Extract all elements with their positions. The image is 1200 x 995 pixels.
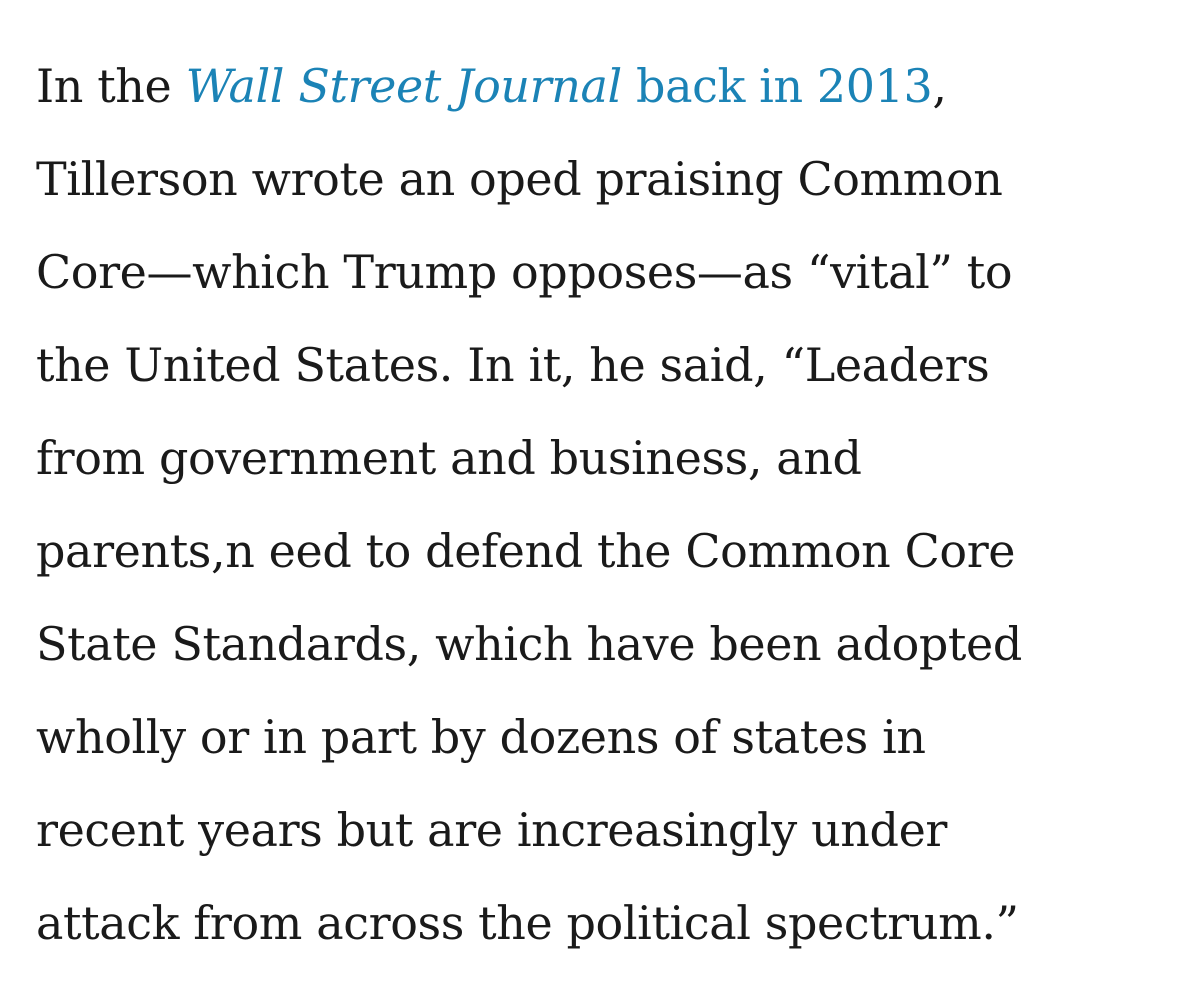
paragraph-line-10: attack from across the political spectru… (36, 896, 1019, 950)
paragraph-line-2: Tillerson wrote an oped praising Common (36, 152, 1003, 206)
comma-text: , (932, 59, 947, 113)
paragraph-line-5: from government and business, and (36, 431, 862, 485)
paragraph-line-6: parents,n eed to defend the Common Core (36, 524, 1016, 578)
paragraph-line-9: recent years but are increasingly under (36, 803, 947, 857)
link-date-text: back in 2013 (621, 59, 933, 113)
paragraph-line-3: Core—which Trump opposes—as “vital” to (36, 245, 1013, 299)
wsj-2013-link[interactable]: Wall Street Journal back in 2013 (186, 59, 933, 113)
link-publication-name: Wall Street Journal (185, 59, 623, 113)
paragraph-line-1: In the Wall Street Journal back in 2013, (36, 40, 1170, 133)
intro-text: In the (36, 59, 186, 113)
paragraph-line-8: wholly or in part by dozens of states in (36, 710, 926, 764)
paragraph-line-4: the United States. In it, he said, “Lead… (36, 338, 990, 392)
paragraph-line-7: State Standards, which have been adopted (36, 617, 1022, 671)
article-paragraph: In the Wall Street Journal back in 2013,… (36, 40, 1170, 970)
